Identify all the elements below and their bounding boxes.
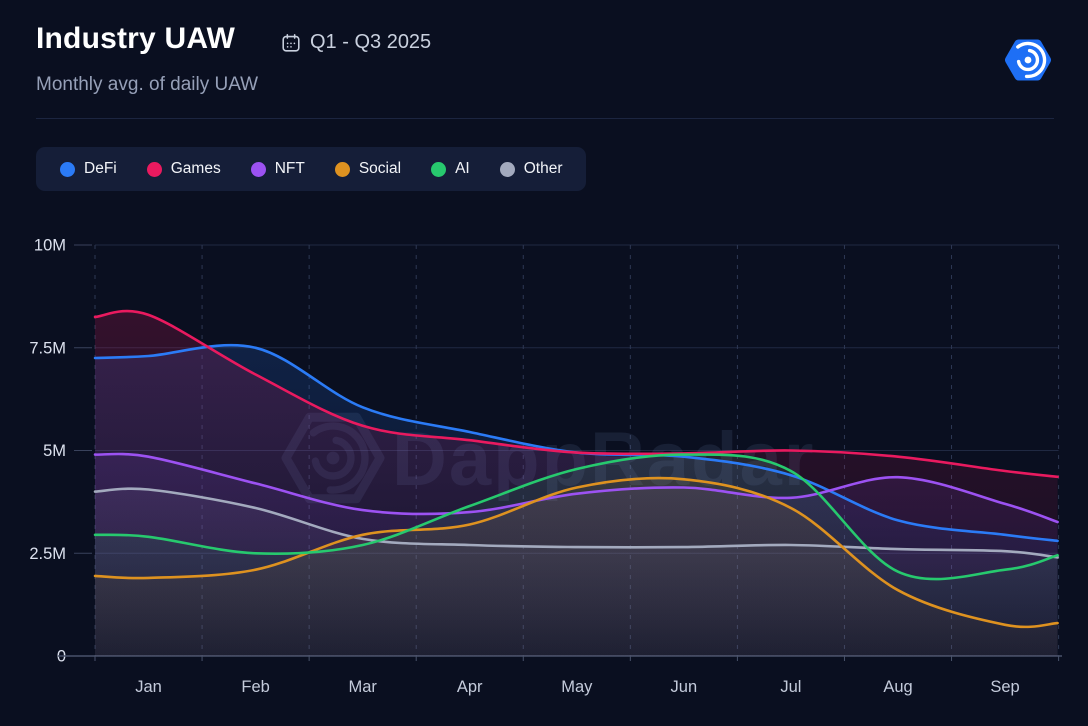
area-ai: [95, 454, 1058, 656]
legend-label: Games: [170, 160, 221, 177]
page-title: Industry UAW: [36, 22, 236, 55]
series-areas: [95, 311, 1058, 656]
ai-color-dot: [431, 161, 447, 177]
defi-color-dot: [60, 161, 75, 177]
brand-radar-dot: [1024, 56, 1032, 64]
header-divider: [36, 118, 1054, 119]
legend-item-games[interactable]: Games: [146, 160, 221, 178]
brand-radar-arc-inner: [1016, 48, 1040, 72]
x-axis-label: May: [561, 678, 593, 696]
series-lines: [93, 309, 1059, 629]
y-axis-label: 5M: [43, 442, 66, 460]
line-social[interactable]: [93, 476, 1059, 629]
line-games[interactable]: [93, 309, 1059, 479]
chart-legend: DeFi Games NFT Social AI Other: [36, 147, 587, 191]
social-color-dot: [334, 161, 350, 177]
legend-label: AI: [455, 160, 470, 177]
x-axis-label: Aug: [883, 678, 912, 696]
line-ai[interactable]: [93, 453, 1059, 581]
x-axis-label: Mar: [348, 678, 377, 696]
line-other[interactable]: [93, 487, 1059, 559]
legend-item-other[interactable]: Other: [499, 160, 563, 178]
x-axis-label: Apr: [457, 678, 483, 696]
legend-label: Other: [523, 160, 563, 177]
period-label: Q1 - Q3 2025: [310, 31, 432, 53]
nft-color-dot: [250, 161, 266, 177]
legend-label: Social: [358, 160, 402, 177]
x-axis-label: Sep: [990, 678, 1019, 696]
chart-subtitle: Monthly avg. of daily UAW: [36, 74, 259, 95]
y-axis-label: 10M: [34, 237, 66, 255]
legend-label: DeFi: [84, 160, 117, 177]
x-axis-label: Feb: [241, 678, 269, 696]
legend-item-defi[interactable]: DeFi: [60, 160, 117, 178]
y-axis-label: 7.5M: [29, 339, 66, 357]
legend-item-social[interactable]: Social: [334, 160, 402, 178]
line-nft[interactable]: [93, 452, 1059, 524]
legend-item-ai[interactable]: AI: [431, 160, 470, 178]
y-axis-label: 2.5M: [29, 545, 66, 563]
legend-item-nft[interactable]: NFT: [250, 160, 305, 178]
calendar-icon: [280, 32, 302, 54]
period-selector: Q1 - Q3 2025: [280, 31, 431, 54]
legend-label: NFT: [274, 160, 305, 177]
games-color-dot: [146, 161, 162, 177]
x-axis-label: Jul: [780, 678, 801, 696]
brand-radar-arc-outer: [1016, 41, 1047, 79]
other-color-dot: [499, 161, 515, 177]
x-axis-label: Jun: [671, 678, 698, 696]
x-axis-label: Jan: [135, 678, 162, 696]
dappradar-logo[interactable]: [1004, 36, 1052, 84]
